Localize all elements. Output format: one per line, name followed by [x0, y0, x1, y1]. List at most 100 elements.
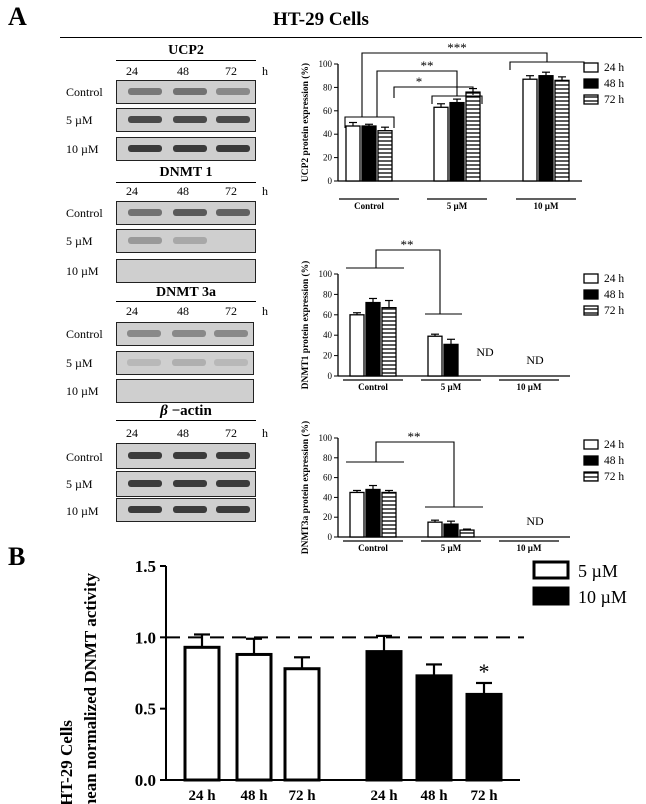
bar-10uM [465, 692, 503, 782]
group-label: 5 µM [441, 382, 462, 392]
legend-swatch [583, 78, 599, 89]
protein-band [173, 145, 208, 152]
protein-band [127, 359, 162, 366]
protein-band [173, 506, 208, 513]
timepoint-unit: h [262, 426, 268, 440]
x-tick-label: 24 h [370, 788, 398, 804]
bar-5uM [235, 652, 273, 782]
blot-row-label: 5 µM [66, 356, 93, 370]
timepoint-label: 24 [126, 426, 138, 440]
legend-swatch [583, 62, 599, 73]
bar-5uM [183, 645, 221, 782]
timepoint-unit: h [262, 64, 268, 78]
timepoint-label: 72 [225, 426, 237, 440]
protein-band [214, 330, 249, 337]
y-tick-label: 80 [323, 289, 333, 299]
protein-band [173, 116, 208, 123]
blot-row-label: Control [66, 327, 103, 341]
y-tick-label: 40 [323, 129, 333, 139]
chart-dnmt-activity: B 0.0 0.5 1.0 1.5 HT-29 Cells mean normalized … [8, 542, 627, 804]
bar-24h [349, 491, 365, 538]
legend-swatch [583, 471, 599, 482]
bar-72h [381, 491, 397, 538]
blot-strip [116, 498, 256, 522]
sig-star: * [416, 74, 423, 89]
blot-strip [116, 229, 256, 253]
blot-row-label: 10 µM [66, 142, 99, 156]
legend-label: 72 h [604, 305, 624, 317]
blot-title: DNMT 3a [155, 285, 217, 300]
significance-dnmt1: ** [346, 237, 462, 315]
legend-swatch [583, 273, 599, 284]
bar-24h [349, 314, 365, 377]
significance-dnmt3a: ** [346, 429, 483, 508]
x-tick-label: 72 h [288, 788, 316, 804]
bar-10uM [365, 650, 403, 782]
y-axis-label: mean normalized DNMT activity [81, 572, 100, 804]
legend-label: 10 µM [578, 587, 627, 607]
significance-ucp2: ****** [344, 40, 585, 128]
protein-band [215, 480, 250, 487]
protein-band [127, 237, 162, 244]
bar-48h [361, 125, 377, 182]
protein-band [215, 452, 250, 459]
timepoint-label: 24 [126, 304, 138, 318]
bar-48h [449, 101, 465, 182]
timepoint-unit: h [262, 184, 268, 198]
protein-band [127, 88, 162, 95]
sig-star: * [479, 659, 490, 684]
legend-swatch [583, 94, 599, 105]
blot-row-label: 10 µM [66, 384, 99, 398]
y-tick-label: 20 [323, 512, 333, 522]
protein-band [215, 88, 250, 95]
bar-5uM [283, 667, 321, 782]
y-tick-label: 80 [323, 453, 333, 463]
bar-24h [522, 78, 538, 182]
legend-swatch [532, 586, 570, 606]
protein-band [173, 480, 208, 487]
blot-row-label: 10 µM [66, 504, 99, 518]
chart-dnmt1: 0 20 40 60 80 100 DNMT1 protein expression (%)… [300, 261, 624, 392]
blot-title-rule [116, 60, 256, 61]
group-label: Control [358, 382, 388, 392]
legend-label: 24 h [604, 273, 624, 285]
blot-row-label: Control [66, 85, 103, 99]
legend-label: 5 µM [578, 561, 618, 581]
timepoint-label: 72 [225, 304, 237, 318]
group-label: Control [358, 543, 388, 553]
bar-24h [345, 125, 361, 182]
legend-swatch [583, 305, 599, 316]
bar-48h [365, 488, 381, 538]
y-tick-label: 60 [323, 473, 333, 483]
sig-bracket [344, 116, 395, 128]
bar-10uM [415, 674, 453, 782]
legend-swatch [583, 439, 599, 450]
y-tick-label: 0 [328, 371, 333, 381]
bar-72h [459, 529, 475, 538]
legend-swatch [583, 289, 599, 300]
blot-strip [116, 351, 254, 375]
panel-b-letter: B [8, 542, 25, 571]
x-tick-label: 48 h [420, 788, 448, 804]
beta-symbol: β [160, 403, 168, 419]
legend-label: 24 h [604, 439, 624, 451]
y-tick-label: 20 [323, 153, 333, 163]
y-axis-label: UCP2 protein expression (%) [300, 63, 311, 182]
blot-strip [116, 201, 256, 225]
y-axis-label: DNMT1 protein expression (%) [300, 261, 311, 390]
y-tick-label: 0 [328, 532, 333, 542]
y-tick-label: 100 [319, 433, 333, 443]
nd-label: ND [526, 353, 544, 367]
bar-48h [538, 75, 554, 182]
bar-24h [433, 106, 449, 182]
blot-row-label: 5 µM [66, 234, 93, 248]
protein-band [127, 330, 162, 337]
nd-label: ND [526, 514, 544, 528]
bar-48h [443, 523, 459, 538]
blot-strip [116, 108, 256, 132]
blot-row-label: 5 µM [66, 113, 93, 127]
timepoint-unit: h [262, 304, 268, 318]
group-label: Control [354, 201, 384, 211]
protein-band [127, 480, 162, 487]
